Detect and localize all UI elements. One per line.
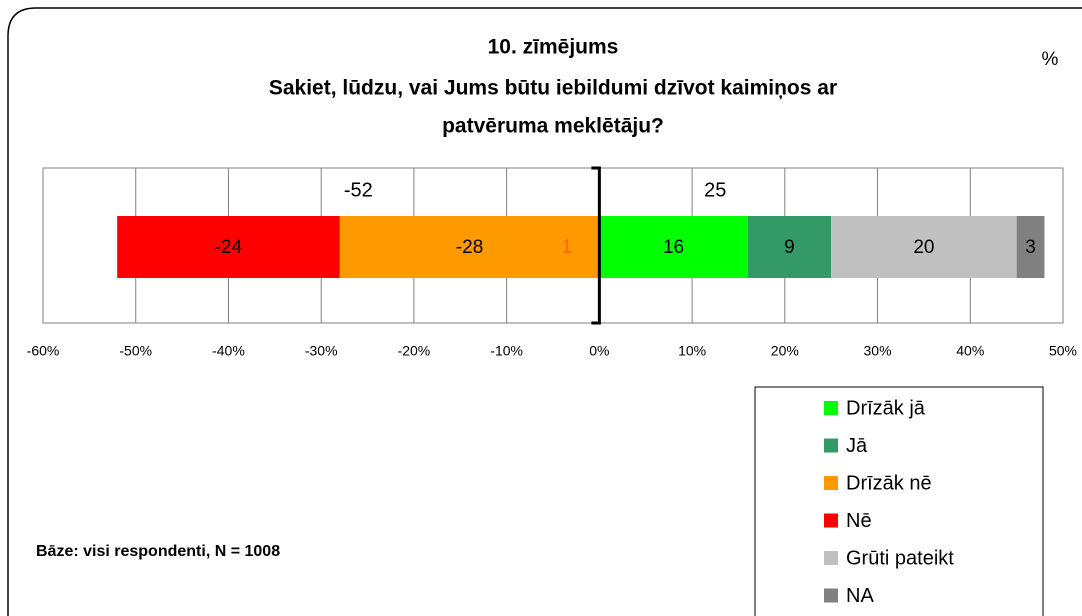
legend-label: Drīzāk nē [846, 472, 932, 494]
chart-title: patvēruma meklētāju? [442, 115, 664, 138]
bar-segment [831, 216, 1017, 278]
bar-segment [339, 216, 600, 278]
legend-swatch [824, 588, 838, 603]
bar-segment [747, 216, 832, 278]
legend-swatch [824, 513, 838, 528]
legend-label: Nē [846, 510, 872, 532]
legend-label: Drīzāk jā [846, 397, 926, 419]
total-label: -52 [344, 179, 373, 201]
data-label: 3 [1025, 237, 1036, 258]
x-tick-label: -20% [398, 343, 431, 359]
legend-box [754, 386, 1044, 616]
inner-note: 1 [562, 237, 573, 258]
x-tick-label: 30% [864, 343, 892, 359]
x-tick-label: -50% [119, 343, 152, 359]
legend-label: NA [846, 585, 874, 607]
data-label: 16 [663, 237, 684, 258]
footnote: Bāze: visi respondenti, N = 1008 [36, 543, 280, 560]
legend-swatch [824, 438, 838, 453]
bar-segment [1016, 216, 1045, 278]
x-tick-label: 0% [589, 343, 609, 359]
legend-swatch [824, 401, 838, 415]
frame [7, 7, 1082, 616]
data-label: -24 [215, 237, 243, 258]
legend-swatch [824, 476, 838, 490]
chart-title: 10. zīmējums [488, 36, 619, 59]
bar-segment [117, 216, 340, 278]
x-tick-label: -30% [305, 343, 338, 359]
data-label: 9 [784, 237, 795, 258]
x-tick-label: 40% [956, 343, 984, 359]
x-tick-label: 20% [771, 343, 799, 359]
legend-label: Grūti pateikt [846, 547, 954, 569]
zero-axis [591, 166, 601, 325]
total-label: 25 [704, 179, 726, 201]
legend-label: Jā [846, 435, 868, 457]
x-tick-label: -60% [27, 343, 60, 359]
x-tick-label: 50% [1049, 343, 1077, 359]
x-tick-label: -10% [490, 343, 523, 359]
bar-segment [599, 216, 748, 278]
x-tick-label: 10% [678, 343, 706, 359]
legend-swatch [824, 551, 838, 565]
x-tick-label: -40% [212, 343, 245, 359]
data-label: 20 [913, 237, 934, 258]
data-label: -28 [456, 237, 483, 258]
chart-title: Sakiet, lūdzu, vai Jums būtu iebildumi d… [269, 77, 837, 100]
unit-label: % [1042, 49, 1059, 70]
